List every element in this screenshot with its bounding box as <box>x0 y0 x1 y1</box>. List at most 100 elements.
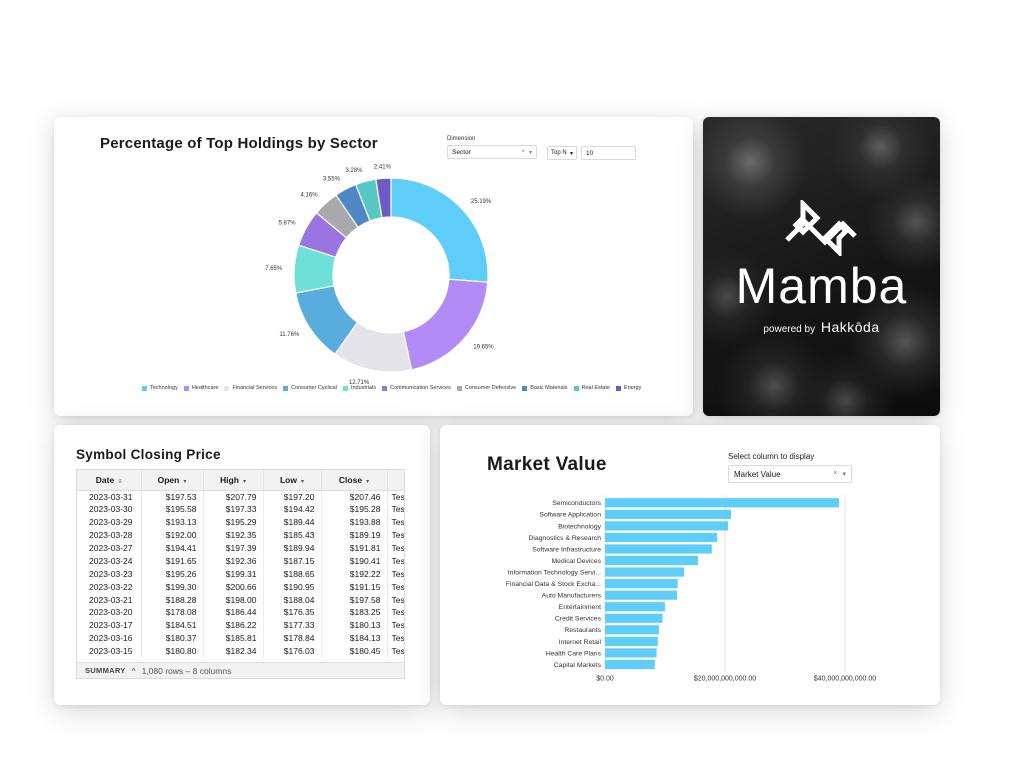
table-cell[interactable]: $195.26 <box>141 567 204 581</box>
legend-item[interactable]: Financial Services <box>224 385 277 391</box>
table-cell[interactable]: 2023-03-17 <box>77 618 142 632</box>
table-cell[interactable]: $198.00 <box>203 593 264 607</box>
chevron-down-icon[interactable]: ▾ <box>242 478 246 485</box>
table-cell[interactable]: 2023-03-23 <box>77 567 142 581</box>
column-header-low[interactable]: Low ▾ <box>263 470 322 491</box>
bar[interactable] <box>605 590 677 600</box>
table-cell[interactable]: 2023-03-29 <box>77 515 142 529</box>
table-row[interactable]: 2023-03-17 $184.51 $186.22 $177.33 $180.13 Te… <box>77 618 404 632</box>
table-cell[interactable]: 2023-03-24 <box>77 554 142 568</box>
chevron-down-icon[interactable]: ▾ <box>528 149 532 156</box>
chevron-up-icon[interactable]: ^ <box>131 665 136 676</box>
table-cell[interactable]: $189.94 <box>263 541 322 555</box>
table-cell[interactable]: Tesla <box>387 567 404 581</box>
bar[interactable] <box>605 625 659 635</box>
table-cell[interactable]: $191.81 <box>321 541 388 555</box>
table-cell[interactable]: 2023-03-16 <box>77 631 142 645</box>
column-header-high[interactable]: High ▾ <box>203 470 264 491</box>
table-cell[interactable]: $199.30 <box>141 580 204 594</box>
bar[interactable] <box>605 567 685 577</box>
table-cell[interactable]: $195.29 <box>203 515 264 529</box>
table-cell[interactable]: $180.13 <box>321 618 388 632</box>
bar[interactable] <box>605 659 655 670</box>
topn-input[interactable]: 10 <box>581 146 636 160</box>
table-cell[interactable]: $190.95 <box>263 580 322 594</box>
table-row[interactable]: 2023-03-22 $199.30 $200.66 $190.95 $191.15 Te… <box>77 580 404 594</box>
legend-item[interactable]: Consumer Defensive <box>456 385 516 391</box>
table-cell[interactable]: $180.80 <box>141 644 204 658</box>
chevron-down-icon[interactable]: ▾ <box>366 478 370 485</box>
chevron-down-icon[interactable]: ▾ <box>183 478 187 485</box>
bar[interactable] <box>605 636 658 646</box>
table-row[interactable]: 2023-03-21 $188.28 $198.00 $188.04 $197.58 Te… <box>77 593 404 607</box>
table-row[interactable]: 2023-03-28 $192.00 $192.35 $185.43 $189.19 Te… <box>77 528 404 542</box>
table-cell[interactable]: Tesla <box>387 618 404 632</box>
table-cell[interactable]: Tesla <box>387 593 404 607</box>
column-header-symbol[interactable] <box>387 470 404 491</box>
table-cell[interactable]: Tesla <box>387 528 404 542</box>
bar[interactable] <box>605 532 718 543</box>
legend-item[interactable]: Consumer Cyclical <box>283 385 337 391</box>
legend-item[interactable]: Technology <box>142 385 178 391</box>
table-cell[interactable]: $188.04 <box>263 593 322 607</box>
table-cell[interactable]: $195.58 <box>141 502 204 516</box>
table-cell[interactable]: 2023-03-22 <box>77 580 142 594</box>
table-cell[interactable]: $191.65 <box>141 554 204 568</box>
table-cell[interactable]: $197.20 <box>263 490 322 503</box>
table-cell[interactable]: $197.53 <box>141 490 204 503</box>
table-cell[interactable]: 2023-03-21 <box>77 593 142 607</box>
table-cell[interactable]: $192.00 <box>141 528 204 542</box>
table-cell[interactable]: $207.79 <box>203 490 264 503</box>
table-cell[interactable]: 2023-03-27 <box>77 541 142 555</box>
table-cell[interactable]: Tesla <box>387 580 404 594</box>
column-header-open[interactable]: Open ▾ <box>141 470 204 491</box>
price-data-grid[interactable]: Date ≡ Open ▾ High ▾ Low ▾ Close ▾ 2023-03-31… <box>76 469 405 679</box>
table-cell[interactable]: 2023-03-15 <box>77 644 142 658</box>
legend-item[interactable]: Healthcare <box>183 385 218 391</box>
dimension-select[interactable]: Sector × ▾ <box>447 145 537 159</box>
table-row[interactable]: 2023-03-31 $197.53 $207.79 $197.20 $207.46 Te… <box>77 490 404 503</box>
table-cell[interactable]: $192.22 <box>321 567 388 581</box>
table-cell[interactable]: $199.31 <box>203 567 264 581</box>
table-cell[interactable]: $188.28 <box>141 593 204 607</box>
table-cell[interactable]: $185.81 <box>203 631 264 645</box>
legend-item[interactable]: Real Estate <box>573 385 610 391</box>
table-row[interactable]: 2023-03-24 $191.65 $192.36 $187.15 $190.41 Te… <box>77 554 404 568</box>
table-cell[interactable]: $176.35 <box>263 606 322 619</box>
table-row[interactable]: 2023-03-27 $194.41 $197.39 $189.94 $191.81 Te… <box>77 541 404 555</box>
table-cell[interactable]: $182.34 <box>203 644 264 658</box>
bar[interactable] <box>605 544 712 554</box>
table-cell[interactable]: $187.15 <box>263 554 322 568</box>
table-row[interactable]: 2023-03-16 $180.37 $185.81 $178.84 $184.13 Te… <box>77 631 404 645</box>
table-cell[interactable]: $191.15 <box>321 580 388 594</box>
bar[interactable] <box>605 579 678 589</box>
grid-summary-bar[interactable]: SUMMARY ^ 1,080 rows – 8 columns <box>77 662 404 678</box>
table-cell[interactable]: $194.41 <box>141 541 204 555</box>
table-cell[interactable]: $180.37 <box>141 631 204 645</box>
column-select[interactable]: Market Value × ▾ <box>728 465 852 483</box>
table-cell[interactable]: $207.46 <box>321 490 388 503</box>
table-cell[interactable]: 2023-03-20 <box>77 606 142 619</box>
table-cell[interactable]: 2023-03-30 <box>77 502 142 516</box>
table-cell[interactable]: 2023-03-31 <box>77 490 142 503</box>
column-header-date[interactable]: Date ≡ <box>77 470 142 491</box>
table-row[interactable]: 2023-03-23 $195.26 $199.31 $188.65 $192.22 Te… <box>77 567 404 581</box>
table-cell[interactable]: $178.84 <box>263 631 322 645</box>
table-row[interactable]: 2023-03-20 $178.08 $186.44 $176.35 $183.25 Te… <box>77 606 404 619</box>
clear-icon[interactable]: × <box>521 148 525 155</box>
table-cell[interactable]: $190.41 <box>321 554 388 568</box>
table-cell[interactable]: Tesla <box>387 606 404 619</box>
bar[interactable] <box>605 555 698 566</box>
table-cell[interactable]: 2023-03-28 <box>77 528 142 542</box>
bar[interactable] <box>605 648 657 658</box>
chevron-down-icon[interactable]: ▾ <box>300 478 304 485</box>
table-row[interactable]: 2023-03-30 $195.58 $197.33 $194.42 $195.28 Te… <box>77 502 404 516</box>
table-cell[interactable]: Tesla <box>387 515 404 529</box>
table-cell[interactable]: $197.33 <box>203 502 264 516</box>
table-cell[interactable]: Tesla <box>387 541 404 555</box>
clear-icon[interactable]: × <box>833 470 838 477</box>
legend-item[interactable]: Energy <box>615 385 641 391</box>
legend-item[interactable]: Communication Services <box>382 385 451 391</box>
table-cell[interactable]: $192.36 <box>203 554 264 568</box>
table-row[interactable]: 2023-03-29 $193.13 $195.29 $189.44 $193.88 Te… <box>77 515 404 529</box>
